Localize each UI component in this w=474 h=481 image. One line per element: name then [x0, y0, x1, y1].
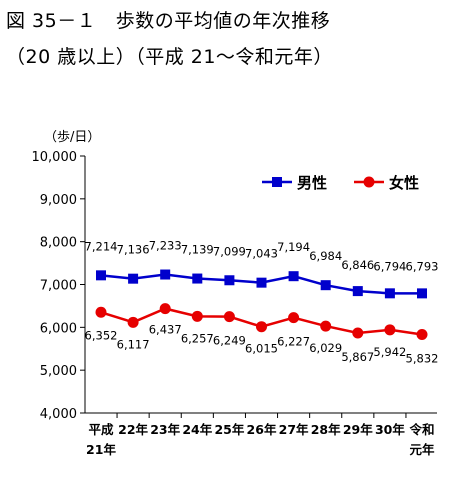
data-point-female	[352, 327, 364, 339]
y-tick-label: 8,000	[40, 236, 77, 251]
data-point-male	[192, 273, 203, 284]
chart-title: 図 35－１ 歩数の平均値の年次推移	[6, 10, 331, 32]
x-tick-label: 23年	[150, 422, 180, 437]
data-label-male: 6,793	[406, 259, 439, 273]
data-label-female: 5,942	[373, 345, 406, 359]
data-point-female	[288, 312, 300, 324]
x-tick-label: 令和	[408, 422, 434, 437]
data-label-female: 6,257	[181, 331, 214, 345]
data-point-male	[256, 277, 267, 288]
data-label-female: 5,832	[406, 352, 439, 366]
data-point-female	[191, 310, 203, 322]
y-tick-label: 7,000	[40, 279, 77, 294]
y-tick-label: 10,000	[32, 150, 78, 165]
y-tick-label: 5,000	[40, 364, 77, 379]
y-tick-label: 4,000	[40, 407, 77, 422]
legend-label-female: 女性	[389, 174, 419, 192]
data-point-female	[127, 316, 139, 328]
y-tick-label: 9,000	[40, 193, 77, 208]
data-point-female	[95, 306, 107, 318]
data-point-female	[256, 321, 267, 333]
y-axis-label: （歩/日）	[44, 130, 100, 145]
data-label-male: 7,043	[245, 247, 278, 261]
data-point-female	[320, 320, 332, 332]
legend-marker-male	[272, 177, 282, 187]
x-tick-label: 30年	[375, 422, 405, 437]
data-point-male	[160, 269, 171, 280]
data-point-male	[96, 270, 106, 281]
data-label-male: 6,984	[309, 249, 342, 263]
x-tick-label: 26年	[247, 422, 277, 437]
data-point-female	[416, 329, 428, 341]
x-tick-label: 21年	[86, 442, 116, 457]
data-label-female: 6,227	[277, 335, 310, 349]
data-point-male	[288, 271, 299, 282]
data-label-male: 7,233	[149, 239, 182, 253]
data-point-female	[223, 311, 235, 323]
data-point-male	[320, 280, 331, 291]
data-label-male: 6,846	[341, 258, 374, 272]
legend-label-male: 男性	[297, 174, 327, 192]
data-label-female: 5,867	[341, 350, 374, 364]
data-point-female	[384, 324, 396, 336]
x-tick-label: 27年	[279, 422, 309, 437]
data-label-male: 7,194	[277, 240, 310, 254]
data-point-male	[128, 273, 139, 284]
data-label-female: 6,249	[213, 334, 246, 348]
data-point-male	[384, 288, 395, 299]
data-label-male: 7,139	[181, 243, 214, 257]
data-label-male: 7,214	[85, 239, 118, 253]
x-tick-label: 平成	[88, 422, 114, 437]
data-label-female: 6,015	[245, 342, 278, 356]
x-tick-label: 22年	[118, 422, 148, 437]
data-label-male: 7,136	[117, 243, 150, 257]
data-point-male	[417, 288, 427, 299]
x-tick-label: 25年	[214, 422, 244, 437]
x-tick-label: 元年	[409, 442, 435, 457]
x-tick-label: 28年	[311, 422, 341, 437]
legend-marker-female	[363, 176, 375, 188]
data-label-male: 6,794	[373, 259, 406, 273]
data-label-female: 6,437	[149, 323, 182, 337]
y-tick-label: 6,000	[40, 321, 77, 336]
data-label-female: 6,029	[309, 341, 342, 355]
data-label-female: 6,117	[117, 337, 150, 351]
x-tick-label: 29年	[343, 422, 373, 437]
data-label-female: 6,352	[85, 328, 118, 342]
x-tick-label: 24年	[182, 422, 212, 437]
chart-subtitle: （20 歳以上）（平成 21～令和元年）	[6, 46, 333, 68]
data-point-male	[352, 286, 363, 297]
data-point-female	[159, 303, 171, 315]
data-label-male: 7,099	[213, 244, 246, 258]
data-point-male	[224, 275, 235, 286]
